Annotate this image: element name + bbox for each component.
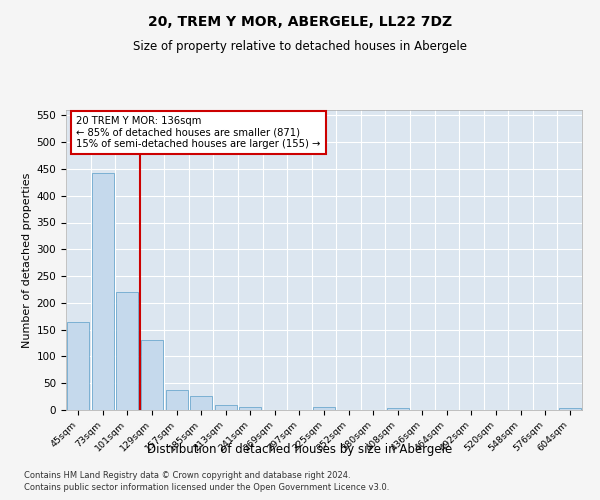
- Bar: [386, 408, 409, 410]
- Bar: [239, 407, 262, 410]
- Bar: [141, 340, 163, 410]
- Text: 20 TREM Y MOR: 136sqm
← 85% of detached houses are smaller (871)
15% of semi-det: 20 TREM Y MOR: 136sqm ← 85% of detached …: [76, 116, 320, 149]
- Bar: [559, 408, 581, 410]
- Bar: [67, 322, 89, 410]
- Text: Distribution of detached houses by size in Abergele: Distribution of detached houses by size …: [148, 442, 452, 456]
- Text: 20, TREM Y MOR, ABERGELE, LL22 7DZ: 20, TREM Y MOR, ABERGELE, LL22 7DZ: [148, 15, 452, 29]
- Text: Contains HM Land Registry data © Crown copyright and database right 2024.: Contains HM Land Registry data © Crown c…: [24, 471, 350, 480]
- Bar: [190, 396, 212, 410]
- Y-axis label: Number of detached properties: Number of detached properties: [22, 172, 32, 348]
- Text: Size of property relative to detached houses in Abergele: Size of property relative to detached ho…: [133, 40, 467, 53]
- Text: Contains public sector information licensed under the Open Government Licence v3: Contains public sector information licen…: [24, 484, 389, 492]
- Bar: [92, 172, 114, 410]
- Bar: [166, 390, 188, 410]
- Bar: [215, 404, 237, 410]
- Bar: [116, 292, 139, 410]
- Bar: [313, 408, 335, 410]
